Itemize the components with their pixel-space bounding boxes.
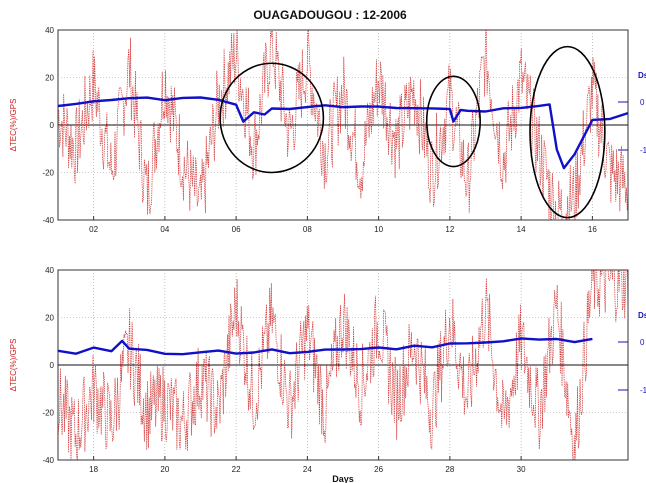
tec-series — [58, 30, 628, 220]
y-tick-label: 20 — [45, 314, 54, 323]
x-tick-label: 20 — [160, 465, 169, 474]
y-tick-label: -40 — [42, 456, 54, 465]
y-axis-label: ΔTEC(%)/GPS — [9, 99, 18, 152]
dst-line — [58, 337, 593, 356]
x-tick-label: 14 — [517, 225, 526, 234]
storm-annotation-ellipse — [425, 75, 481, 168]
y-tick-label: -40 — [42, 216, 54, 225]
right-tick-label: -10 — [640, 386, 646, 395]
right-axis-label: Dst — [638, 71, 646, 80]
panel-2: 18 20 22 24 26 28 30 40 20 0 -20 -40 ΔTEC(%)/GPS Dst 0… — [9, 266, 646, 483]
y-tick-label: -20 — [42, 169, 54, 178]
x-tick-label: 26 — [374, 465, 383, 474]
x-axis-label: Days — [332, 474, 354, 483]
x-tick-label: 04 — [160, 225, 169, 234]
y-tick-label: 40 — [45, 266, 54, 275]
dst-series — [58, 337, 593, 356]
y-tick-label: 0 — [50, 121, 55, 130]
x-tick-label: 18 — [89, 465, 98, 474]
x-tick-label: 10 — [374, 225, 383, 234]
right-tick-label: 0 — [640, 338, 645, 347]
chart-title: OUAGADOUGOU : 12-2006 — [253, 8, 407, 22]
right-tick-label: 0 — [640, 98, 645, 107]
y-tick-label: 20 — [45, 74, 54, 83]
storm-annotation-ellipse — [219, 62, 325, 174]
x-tick-label: 24 — [303, 465, 312, 474]
y-tick-label: 0 — [50, 361, 55, 370]
x-tick-label: 28 — [445, 465, 454, 474]
tec-line — [58, 270, 628, 460]
dst-series — [58, 96, 628, 170]
storm-annotation-ellipse — [529, 45, 606, 219]
y-axis-label: ΔTEC(%)/GPS — [9, 339, 18, 392]
x-tick-label: 06 — [232, 225, 241, 234]
y-tick-label: 40 — [45, 26, 54, 35]
x-tick-label: 12 — [445, 225, 454, 234]
y-tick-label: -20 — [42, 409, 54, 418]
x-tick-label: 02 — [89, 225, 98, 234]
x-tick-label: 16 — [588, 225, 597, 234]
tec-series — [58, 270, 628, 460]
right-axis-label: Dst — [638, 311, 646, 320]
panel-1: 02 04 06 08 10 12 14 16 40 20 0 -20 -40 ΔTEC(%)/GPS Ds… — [9, 26, 646, 234]
x-tick-label: 22 — [232, 465, 241, 474]
tec-line — [58, 30, 628, 220]
dst-line — [58, 96, 628, 170]
x-tick-label: 08 — [303, 225, 312, 234]
right-tick-label: -10 — [640, 146, 646, 155]
x-tick-label: 30 — [517, 465, 526, 474]
